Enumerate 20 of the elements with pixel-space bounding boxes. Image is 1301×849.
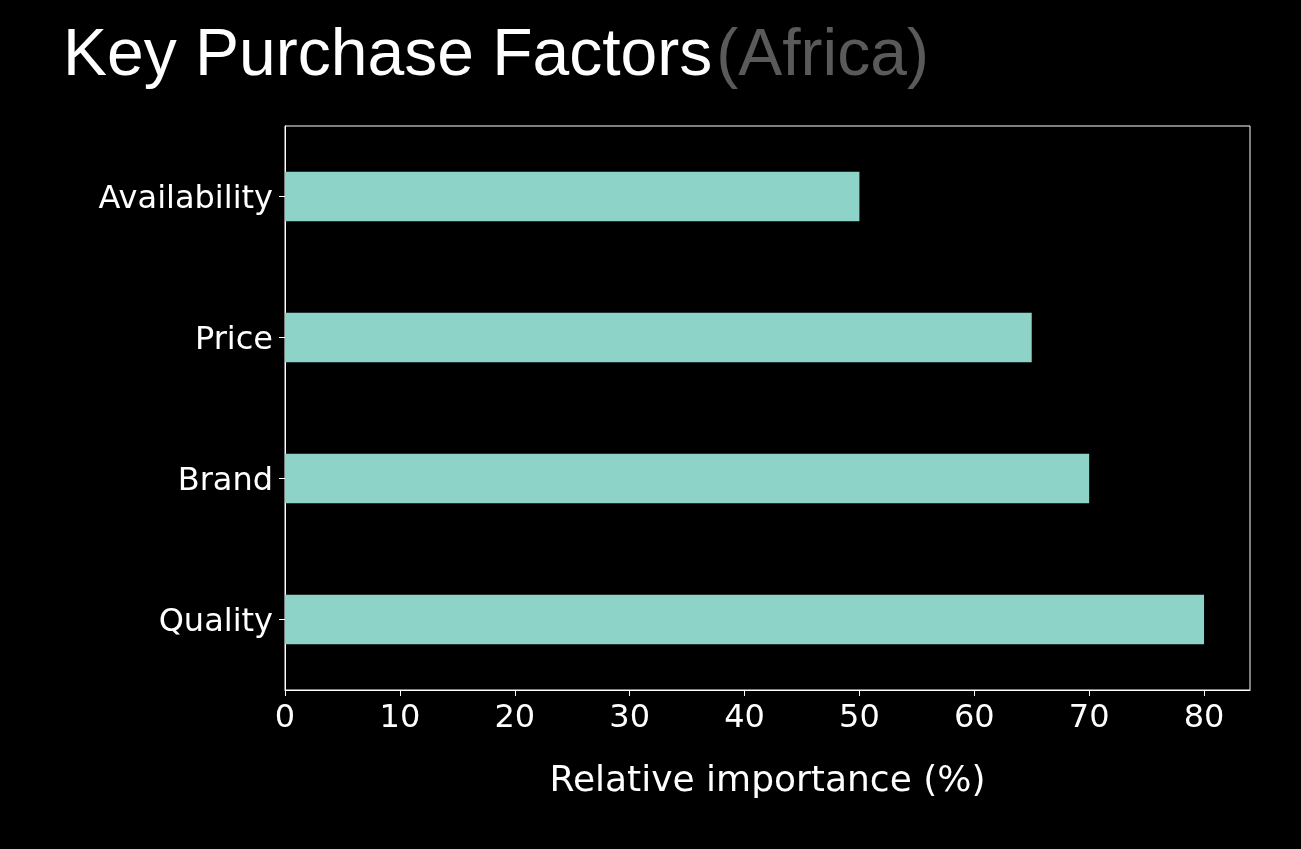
x-tick-label: 0 xyxy=(274,697,296,735)
x-tick-label: 40 xyxy=(724,697,765,735)
bar xyxy=(285,453,1090,504)
bar xyxy=(285,594,1205,645)
x-tick-label: 30 xyxy=(609,697,650,735)
x-tick-label: 10 xyxy=(379,697,421,735)
y-tick-label: Availability xyxy=(98,177,273,216)
x-tick-label: 60 xyxy=(953,697,995,735)
chart-title: Key Purchase Factors xyxy=(63,15,713,89)
y-tick-label: Quality xyxy=(158,600,273,639)
y-tick-label: Price xyxy=(194,318,273,357)
x-tick-label: 50 xyxy=(839,697,880,735)
x-tick-label: 70 xyxy=(1068,697,1110,735)
bar xyxy=(285,171,860,222)
chart-subtitle: (Africa) xyxy=(716,15,929,89)
x-tick-label: 20 xyxy=(494,697,536,735)
x-axis-title: Relative importance (%) xyxy=(549,757,986,799)
x-tick-label: 80 xyxy=(1183,697,1225,735)
y-tick-label: Brand xyxy=(177,459,273,498)
bar xyxy=(285,312,1032,363)
